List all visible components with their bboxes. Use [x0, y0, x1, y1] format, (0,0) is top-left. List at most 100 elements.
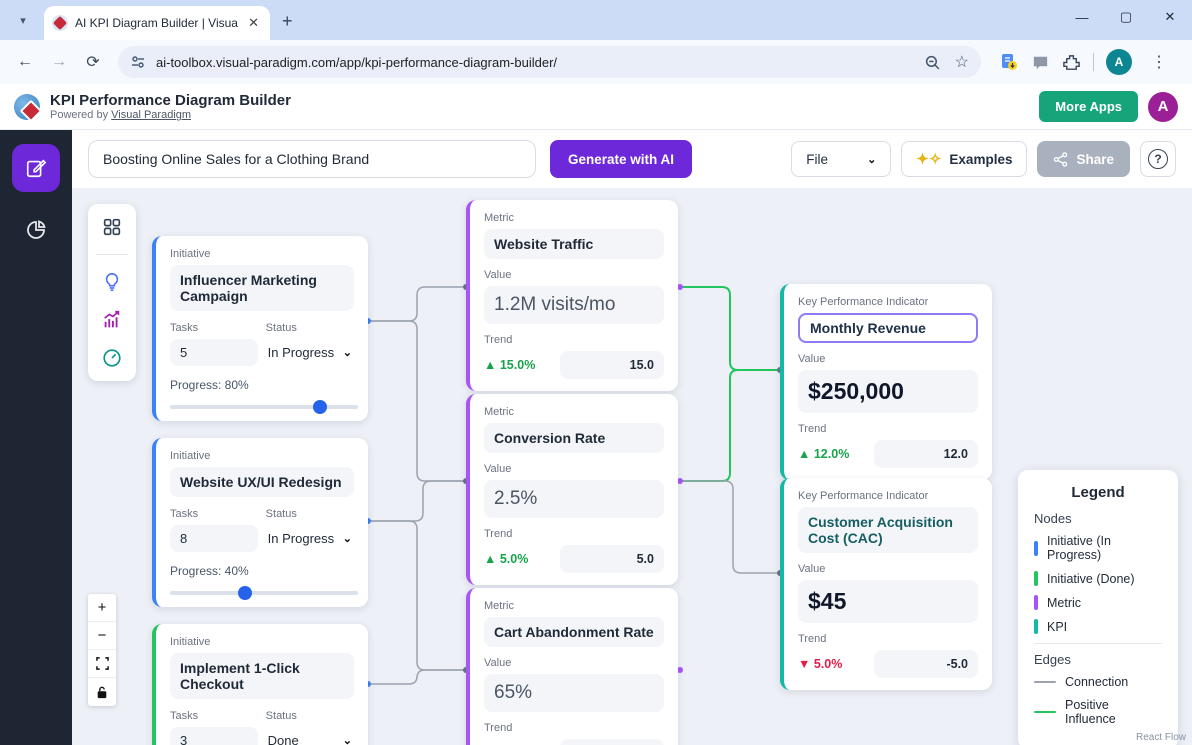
extensions-icon[interactable]: [1062, 53, 1081, 72]
edge-initiative-1-to-metric-1[interactable]: [368, 287, 466, 321]
trend-indicator: ▼ 5.0%: [798, 657, 842, 671]
progress-slider[interactable]: [170, 405, 358, 409]
prompt-input[interactable]: [88, 140, 536, 178]
progress-label: Progress: 40%: [170, 564, 354, 578]
file-menu-button[interactable]: File ⌄: [791, 141, 891, 177]
kpi-value-field[interactable]: $45: [798, 580, 978, 623]
edge-metric-2-to-kpi-2[interactable]: [680, 481, 780, 573]
browser-profile-avatar[interactable]: A: [1106, 49, 1132, 75]
metric-tool-chart-icon[interactable]: [101, 309, 123, 331]
status-select[interactable]: In Progress ⌄: [266, 525, 354, 552]
status-select[interactable]: Done ⌄: [266, 727, 354, 745]
status-select[interactable]: In Progress ⌄: [266, 339, 354, 366]
fit-view-button[interactable]: [88, 650, 116, 678]
metric-value-field[interactable]: 1.2M visits/mo: [484, 286, 664, 324]
tasks-field[interactable]: 8: [170, 525, 258, 552]
edge-metric-1-to-kpi-1[interactable]: [680, 287, 780, 370]
edge-initiative-2-to-metric-3[interactable]: [368, 521, 466, 670]
user-avatar[interactable]: A: [1148, 92, 1178, 122]
legend-panel: Legend Nodes Initiative (In Progress) In…: [1018, 470, 1178, 745]
tasks-field[interactable]: 5: [170, 339, 258, 366]
trend-value-field[interactable]: 15.0: [560, 351, 664, 379]
window-minimize-button[interactable]: —: [1060, 0, 1104, 34]
tasks-field[interactable]: 3: [170, 727, 258, 745]
refresh-icon[interactable]: ⟳: [78, 47, 108, 77]
chevron-down-icon: ⌄: [867, 153, 876, 166]
kpi-node-cac[interactable]: Key Performance Indicator Customer Acqui…: [780, 478, 992, 690]
examples-button[interactable]: ✦✧ Examples: [901, 141, 1027, 177]
grid-tool-icon[interactable]: [101, 216, 123, 238]
kpi-title-field[interactable]: Customer Acquisition Cost (CAC): [798, 507, 978, 553]
tab-search-chevron-icon[interactable]: ▾: [10, 7, 36, 33]
lock-interactivity-button[interactable]: [88, 678, 116, 706]
metric-value-field[interactable]: 2.5%: [484, 480, 664, 518]
zoom-in-button[interactable]: +: [88, 594, 116, 622]
sidebar-item-diagram-editor[interactable]: [12, 144, 60, 192]
trend-value-field[interactable]: -5.0: [874, 650, 978, 678]
comment-icon[interactable]: [1031, 53, 1050, 72]
edge-initiative-3-to-metric-3[interactable]: [368, 670, 466, 684]
trend-indicator: ▲ 15.0%: [484, 358, 535, 372]
pie-chart-icon: [24, 218, 48, 242]
kpi-tool-gauge-icon[interactable]: [101, 347, 123, 369]
metric-title-field[interactable]: Website Traffic: [484, 229, 664, 259]
kpi-node-monthly-revenue[interactable]: Key Performance Indicator Monthly Revenu…: [780, 284, 992, 480]
app-header: KPI Performance Diagram Builder Powered …: [0, 84, 1192, 130]
share-button[interactable]: Share: [1037, 141, 1130, 177]
forward-icon[interactable]: →: [44, 47, 74, 77]
metric-title-field[interactable]: Conversion Rate: [484, 423, 664, 453]
initiative-node-one-click-checkout[interactable]: Initiative Implement 1-Click Checkout Ta…: [152, 624, 368, 745]
reading-list-icon[interactable]: [999, 52, 1019, 72]
progress-slider[interactable]: [170, 591, 358, 595]
metric-node-website-traffic[interactable]: Metric Website Traffic Value 1.2M visits…: [466, 200, 678, 391]
edge-initiative-1-to-metric-2[interactable]: [368, 321, 466, 481]
more-apps-button[interactable]: More Apps: [1039, 91, 1138, 122]
visual-paradigm-link[interactable]: Visual Paradigm: [111, 109, 191, 121]
help-button[interactable]: ?: [1140, 141, 1176, 177]
new-tab-button[interactable]: +: [282, 11, 293, 32]
sidebar-item-charts[interactable]: [24, 218, 48, 242]
react-flow-attribution: React Flow: [1136, 732, 1186, 743]
initiative-tool-lightbulb-icon[interactable]: [101, 271, 123, 293]
back-icon[interactable]: ←: [10, 47, 40, 77]
metric-node-cart-abandonment[interactable]: Metric Cart Abandonment Rate Value 65% T…: [466, 588, 678, 745]
site-settings-icon[interactable]: [130, 54, 146, 70]
canvas-controls: + −: [88, 594, 116, 706]
bookmark-star-icon[interactable]: ☆: [955, 52, 969, 72]
edge-initiative-2-to-metric-2[interactable]: [368, 481, 466, 521]
initiative-node-influencer-marketing[interactable]: Initiative Influencer Marketing Campaign…: [152, 236, 368, 421]
legend-item: Connection: [1034, 675, 1162, 689]
initiative-node-ux-redesign[interactable]: Initiative Website UX/UI Redesign Tasks …: [152, 438, 368, 607]
edit-pencil-icon: [25, 157, 47, 179]
app-sidebar: [0, 130, 72, 745]
generate-with-ai-button[interactable]: Generate with AI: [550, 140, 692, 178]
diagram-canvas[interactable]: Initiative Influencer Marketing Campaign…: [72, 188, 1192, 745]
browser-tab[interactable]: AI KPI Diagram Builder | Visuali ✕: [44, 6, 270, 40]
legend-item: KPI: [1034, 619, 1162, 634]
window-close-button[interactable]: ✕: [1148, 0, 1192, 34]
sparkles-icon: ✦✧: [916, 150, 941, 168]
trend-value-field[interactable]: 12.0: [874, 440, 978, 468]
tab-close-icon[interactable]: ✕: [245, 15, 262, 31]
metric-title-field[interactable]: Cart Abandonment Rate: [484, 617, 664, 647]
kpi-title-input[interactable]: Monthly Revenue: [798, 313, 978, 343]
metric-node-conversion-rate[interactable]: Metric Conversion Rate Value 2.5% Trend …: [466, 394, 678, 585]
edge-metric-2-to-kpi-1[interactable]: [680, 370, 780, 481]
metric-value-field[interactable]: 65%: [484, 674, 664, 712]
initiative-title-field[interactable]: Influencer Marketing Campaign: [170, 265, 354, 311]
zoom-icon[interactable]: [924, 54, 941, 71]
trend-value-field[interactable]: -8.0: [560, 739, 664, 745]
address-bar[interactable]: ai-toolbox.visual-paradigm.com/app/kpi-p…: [118, 46, 981, 78]
trend-value-field[interactable]: 5.0: [560, 545, 664, 573]
slider-thumb[interactable]: [238, 586, 252, 600]
slider-thumb[interactable]: [313, 400, 327, 414]
share-icon: [1053, 152, 1068, 167]
fit-view-icon: [96, 657, 109, 670]
window-maximize-button[interactable]: ▢: [1104, 0, 1148, 34]
node-palette: [88, 204, 136, 381]
browser-menu-icon[interactable]: ⋮: [1144, 47, 1174, 77]
initiative-title-field[interactable]: Website UX/UI Redesign: [170, 467, 354, 497]
initiative-title-field[interactable]: Implement 1-Click Checkout: [170, 653, 354, 699]
kpi-value-field[interactable]: $250,000: [798, 370, 978, 413]
zoom-out-button[interactable]: −: [88, 622, 116, 650]
